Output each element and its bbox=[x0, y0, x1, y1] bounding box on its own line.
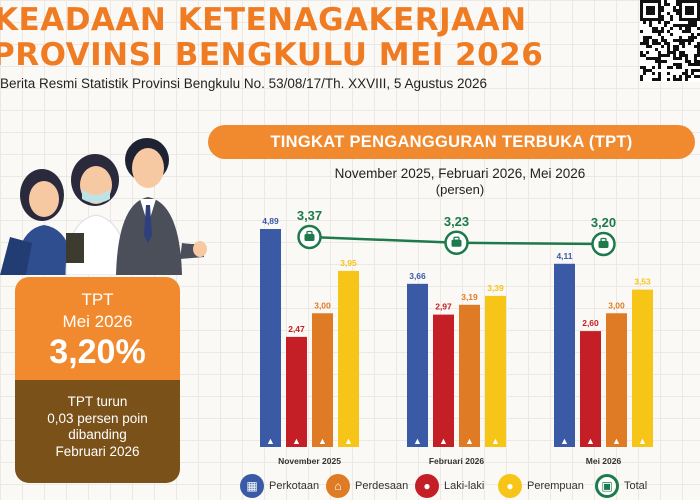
tpt-value: 3,20% bbox=[49, 333, 146, 371]
legend-label: Perempuan bbox=[527, 480, 584, 492]
bar-value-label: 2,60 bbox=[582, 318, 599, 328]
bar-value-label: 3,00 bbox=[314, 300, 331, 310]
bar-perkotaan-0 bbox=[260, 229, 281, 447]
bar-perkotaan-2 bbox=[554, 263, 575, 447]
bar-icon-man: ▲ bbox=[292, 436, 301, 446]
bar-icon-man: ▲ bbox=[439, 436, 448, 446]
bar-value-label: 4,89 bbox=[262, 216, 279, 226]
briefcase-icon bbox=[598, 241, 609, 248]
x-category-label: November 2025 bbox=[278, 456, 341, 466]
bar-perdesaan-1 bbox=[459, 304, 480, 447]
chart-subtitle: November 2025, Februari 2026, Mei 2026 bbox=[334, 166, 586, 181]
total-line bbox=[309, 235, 604, 246]
note-line: 0,03 persen poin bbox=[47, 410, 148, 426]
legend-total-icon: ▣ bbox=[595, 474, 619, 498]
note-line: TPT turun bbox=[67, 394, 128, 409]
bar-lakilaki-0 bbox=[286, 336, 307, 447]
legend-perempuan-icon: ● bbox=[498, 474, 522, 498]
bar-perempuan-1 bbox=[485, 295, 506, 447]
briefcase-icon bbox=[451, 239, 462, 247]
chart-header: TINGKAT PENGANGGURAN TERBUKA (TPT) bbox=[208, 125, 695, 159]
bar-value-label: 3,53 bbox=[634, 277, 651, 287]
bar-icon-woman: ▲ bbox=[638, 436, 647, 446]
bar-value-label: 4,11 bbox=[556, 251, 572, 261]
x-category-label: Mei 2026 bbox=[586, 456, 622, 466]
bar-value-label: 3,66 bbox=[409, 271, 426, 281]
legend-item-lakilaki: ● Laki-laki bbox=[415, 472, 484, 500]
note-line: dibanding bbox=[68, 427, 127, 442]
bar-value-label: 2,97 bbox=[435, 302, 452, 312]
x-category-label: Februari 2026 bbox=[429, 456, 485, 466]
bar-icon-person: ▲ bbox=[413, 436, 422, 446]
tpt-highlight-card: TPT Mei 2026 3,20% bbox=[15, 277, 180, 380]
briefcase-icon bbox=[304, 234, 315, 241]
legend-label: Total bbox=[624, 480, 648, 492]
bar-value-label: 3,95 bbox=[340, 258, 357, 268]
bar-icon-man: ▲ bbox=[586, 436, 595, 446]
legend-lakilaki-icon: ● bbox=[415, 474, 439, 498]
qr-code-icon[interactable] bbox=[640, 0, 700, 82]
bar-icon-house: ▲ bbox=[465, 436, 474, 446]
total-value-label: 3,37 bbox=[297, 208, 322, 223]
legend-item-total: ▣ Total bbox=[595, 472, 647, 500]
legend-perdesaan-icon: ⌂ bbox=[326, 474, 350, 498]
legend-perkotaan-icon: ▦ bbox=[240, 474, 264, 498]
total-value-label: 3,20 bbox=[591, 215, 616, 230]
bar-value-label: 3,39 bbox=[487, 283, 504, 293]
bar-icon-person: ▲ bbox=[560, 436, 569, 446]
total-point bbox=[297, 224, 322, 250]
bar-perempuan-0 bbox=[338, 270, 359, 447]
workers-illustration bbox=[0, 138, 207, 275]
legend-item-perdesaan: ⌂ Perdesaan bbox=[326, 472, 408, 500]
infographic-title-line2: PROVINSI BENGKULU MEI 2026 bbox=[0, 37, 544, 73]
bar-value-label: 3,00 bbox=[608, 300, 625, 310]
note-line: Februari 2026 bbox=[55, 443, 140, 459]
total-value-label: 3,23 bbox=[444, 214, 469, 229]
legend-item-perkotaan: ▦ Perkotaan bbox=[240, 472, 319, 500]
bar-lakilaki-2 bbox=[580, 331, 601, 447]
bar-icon-house: ▲ bbox=[612, 436, 621, 446]
total-point bbox=[591, 231, 616, 257]
bar-icon-house: ▲ bbox=[318, 436, 327, 446]
bar-icon-woman: ▲ bbox=[491, 436, 500, 446]
publication-reference: Berita Resmi Statistik Provinsi Bengkulu… bbox=[0, 76, 488, 91]
tpt-period: Mei 2026 bbox=[62, 312, 133, 331]
bar-perdesaan-0 bbox=[312, 313, 333, 447]
bar-lakilaki-1 bbox=[433, 314, 454, 447]
tpt-change-note: TPT turun 0,03 persen poin dibanding Feb… bbox=[15, 380, 180, 483]
legend-label: Laki-laki bbox=[444, 480, 485, 492]
legend-label: Perdesaan bbox=[355, 480, 409, 492]
briefcase-handle bbox=[453, 236, 460, 241]
legend-label: Perkotaan bbox=[269, 480, 320, 492]
chart-unit: (persen) bbox=[435, 182, 485, 197]
bar-value-label: 2,47 bbox=[288, 324, 305, 334]
chart-legend: ▦ Perkotaan ⌂ Perdesaan ● Laki-laki ● Perempuan… bbox=[240, 472, 700, 500]
legend-item-perempuan: ● Perempuan bbox=[498, 472, 584, 500]
bar-icon-woman: ▲ bbox=[344, 436, 353, 446]
bar-value-label: 3,19 bbox=[461, 292, 478, 302]
bar-icon-person: ▲ bbox=[266, 436, 275, 446]
briefcase-handle bbox=[600, 237, 607, 243]
briefcase-handle bbox=[306, 230, 313, 236]
bar-perempuan-2 bbox=[632, 289, 653, 447]
total-point bbox=[444, 230, 469, 256]
bar-perkotaan-1 bbox=[407, 283, 428, 447]
infographic-title-line1: KEADAAN KETENAGAKERJAAN bbox=[0, 2, 527, 38]
bar-perdesaan-2 bbox=[606, 313, 627, 447]
tpt-label: TPT bbox=[81, 290, 114, 309]
